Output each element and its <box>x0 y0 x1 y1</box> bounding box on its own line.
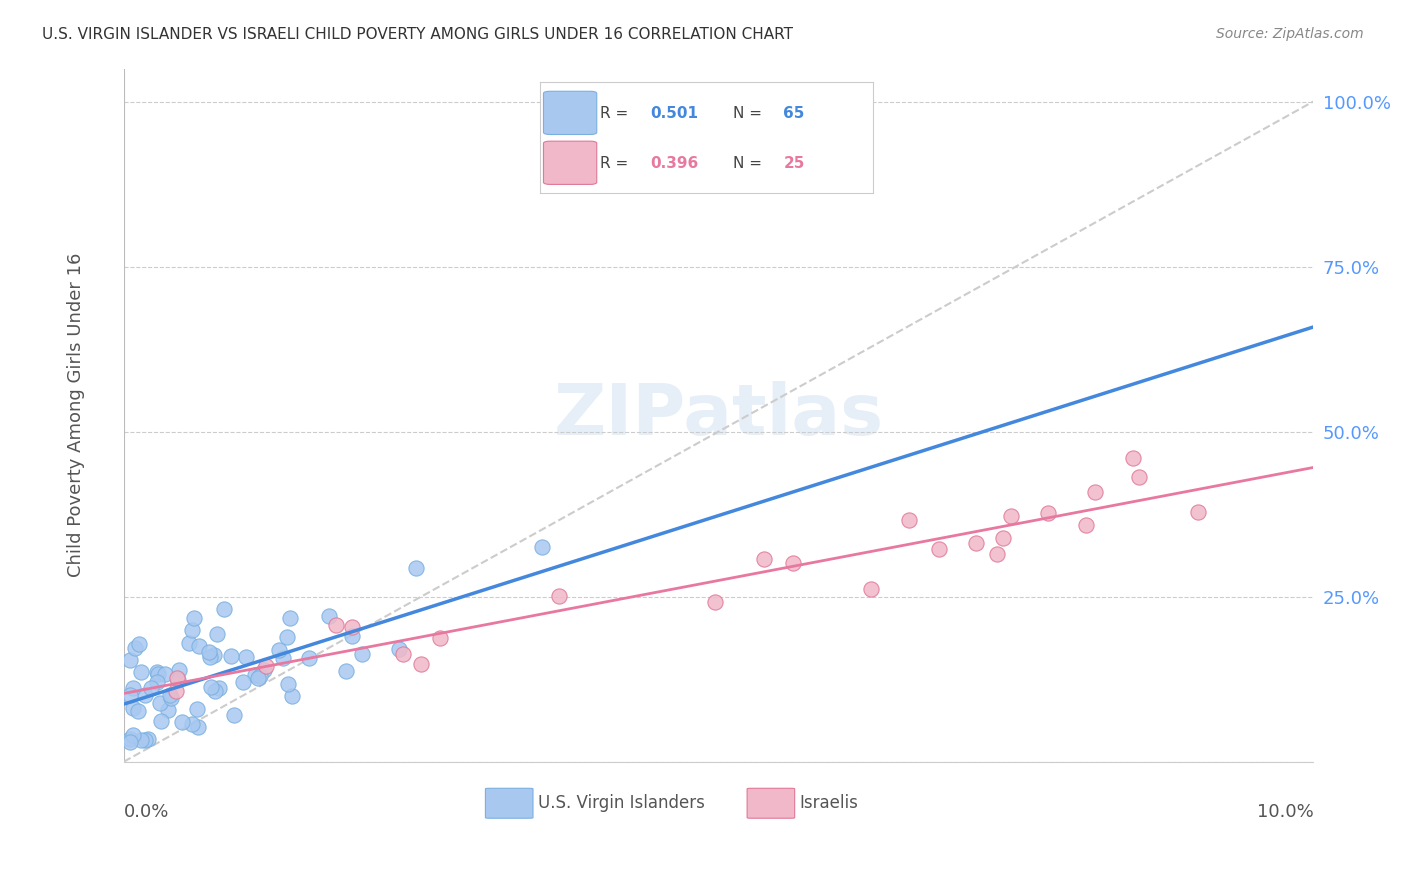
Israelis <box>1036 506 1059 520</box>
Israelis <box>1076 518 1098 533</box>
Israelis <box>1128 470 1150 484</box>
U.S. Virgin Islanders <box>278 611 301 625</box>
U.S. Virgin Islanders <box>134 733 156 747</box>
U.S. Virgin Islanders <box>188 640 211 654</box>
U.S. Virgin Islanders <box>197 645 219 659</box>
Israelis <box>928 542 950 557</box>
U.S. Virgin Islanders <box>170 714 193 729</box>
U.S. Virgin Islanders <box>245 668 267 682</box>
Israelis <box>704 595 727 609</box>
U.S. Virgin Islanders <box>298 651 321 665</box>
Israelis <box>965 535 987 549</box>
Israelis <box>1121 450 1143 465</box>
U.S. Virgin Islanders <box>150 714 173 729</box>
U.S. Virgin Islanders <box>124 641 146 656</box>
U.S. Virgin Islanders <box>146 674 169 689</box>
Israelis <box>429 631 451 645</box>
U.S. Virgin Islanders <box>350 647 373 661</box>
Israelis <box>392 647 415 661</box>
U.S. Virgin Islanders <box>530 540 553 554</box>
U.S. Virgin Islanders <box>131 665 153 679</box>
U.S. Virgin Islanders <box>118 732 141 747</box>
U.S. Virgin Islanders <box>280 689 302 703</box>
U.S. Virgin Islanders <box>134 688 156 702</box>
U.S. Virgin Islanders <box>160 691 183 706</box>
U.S. Virgin Islanders <box>181 716 204 731</box>
Text: Child Poverty Among Girls Under 16: Child Poverty Among Girls Under 16 <box>67 253 86 577</box>
U.S. Virgin Islanders <box>277 677 299 691</box>
U.S. Virgin Islanders <box>232 675 254 690</box>
Israelis <box>166 671 188 685</box>
Israelis <box>342 620 364 634</box>
U.S. Virgin Islanders <box>145 665 167 679</box>
Israelis <box>782 556 804 570</box>
U.S. Virgin Islanders <box>169 663 191 677</box>
U.S. Virgin Islanders <box>159 688 181 702</box>
Israelis <box>991 531 1014 545</box>
U.S. Virgin Islanders <box>249 669 271 683</box>
U.S. Virgin Islanders <box>141 681 163 696</box>
U.S. Virgin Islanders <box>187 719 209 733</box>
U.S. Virgin Islanders <box>212 602 235 616</box>
U.S. Virgin Islanders <box>204 684 226 698</box>
Israelis <box>1187 505 1209 519</box>
U.S. Virgin Islanders <box>387 641 409 656</box>
U.S. Virgin Islanders <box>128 637 150 651</box>
U.S. Virgin Islanders <box>202 648 225 663</box>
Israelis <box>898 513 921 527</box>
U.S. Virgin Islanders <box>269 642 291 657</box>
Israelis <box>409 657 432 672</box>
U.S. Virgin Islanders <box>181 623 204 637</box>
Israelis <box>986 547 1008 561</box>
U.S. Virgin Islanders <box>183 611 205 625</box>
Text: U.S. VIRGIN ISLANDER VS ISRAELI CHILD POVERTY AMONG GIRLS UNDER 16 CORRELATION C: U.S. VIRGIN ISLANDER VS ISRAELI CHILD PO… <box>42 27 793 42</box>
U.S. Virgin Islanders <box>121 700 143 714</box>
U.S. Virgin Islanders <box>121 681 143 695</box>
U.S. Virgin Islanders <box>118 688 141 702</box>
U.S. Virgin Islanders <box>146 667 169 681</box>
Israelis <box>1000 509 1022 524</box>
U.S. Virgin Islanders <box>157 703 180 717</box>
U.S. Virgin Islanders <box>153 666 176 681</box>
U.S. Virgin Islanders <box>219 649 242 664</box>
U.S. Virgin Islanders <box>276 630 298 644</box>
U.S. Virgin Islanders <box>253 663 276 677</box>
U.S. Virgin Islanders <box>179 635 201 649</box>
U.S. Virgin Islanders <box>246 672 269 686</box>
U.S. Virgin Islanders <box>200 650 222 665</box>
Israelis <box>860 582 883 597</box>
Text: 10.0%: 10.0% <box>1257 804 1313 822</box>
U.S. Virgin Islanders <box>335 665 357 679</box>
U.S. Virgin Islanders <box>318 608 340 623</box>
U.S. Virgin Islanders <box>186 701 208 715</box>
U.S. Virgin Islanders <box>200 680 222 694</box>
U.S. Virgin Islanders <box>149 696 172 710</box>
Israelis <box>548 589 571 603</box>
Israelis <box>752 552 775 566</box>
Israelis <box>325 618 347 632</box>
U.S. Virgin Islanders <box>405 560 427 574</box>
U.S. Virgin Islanders <box>167 673 190 688</box>
U.S. Virgin Islanders <box>129 732 152 747</box>
U.S. Virgin Islanders <box>208 681 231 696</box>
Text: ZIPatlas: ZIPatlas <box>554 381 883 450</box>
U.S. Virgin Islanders <box>340 629 363 643</box>
U.S. Virgin Islanders <box>127 704 149 718</box>
U.S. Virgin Islanders <box>136 731 159 746</box>
Israelis <box>1084 484 1107 499</box>
U.S. Virgin Islanders <box>118 653 141 667</box>
Text: 0.0%: 0.0% <box>124 804 169 822</box>
Israelis <box>254 659 277 673</box>
U.S. Virgin Islanders <box>271 650 294 665</box>
U.S. Virgin Islanders <box>207 627 229 641</box>
U.S. Virgin Islanders <box>118 735 141 749</box>
U.S. Virgin Islanders <box>122 728 145 742</box>
Israelis <box>165 684 187 698</box>
U.S. Virgin Islanders <box>222 707 245 722</box>
U.S. Virgin Islanders <box>235 650 257 665</box>
Text: Source: ZipAtlas.com: Source: ZipAtlas.com <box>1216 27 1364 41</box>
